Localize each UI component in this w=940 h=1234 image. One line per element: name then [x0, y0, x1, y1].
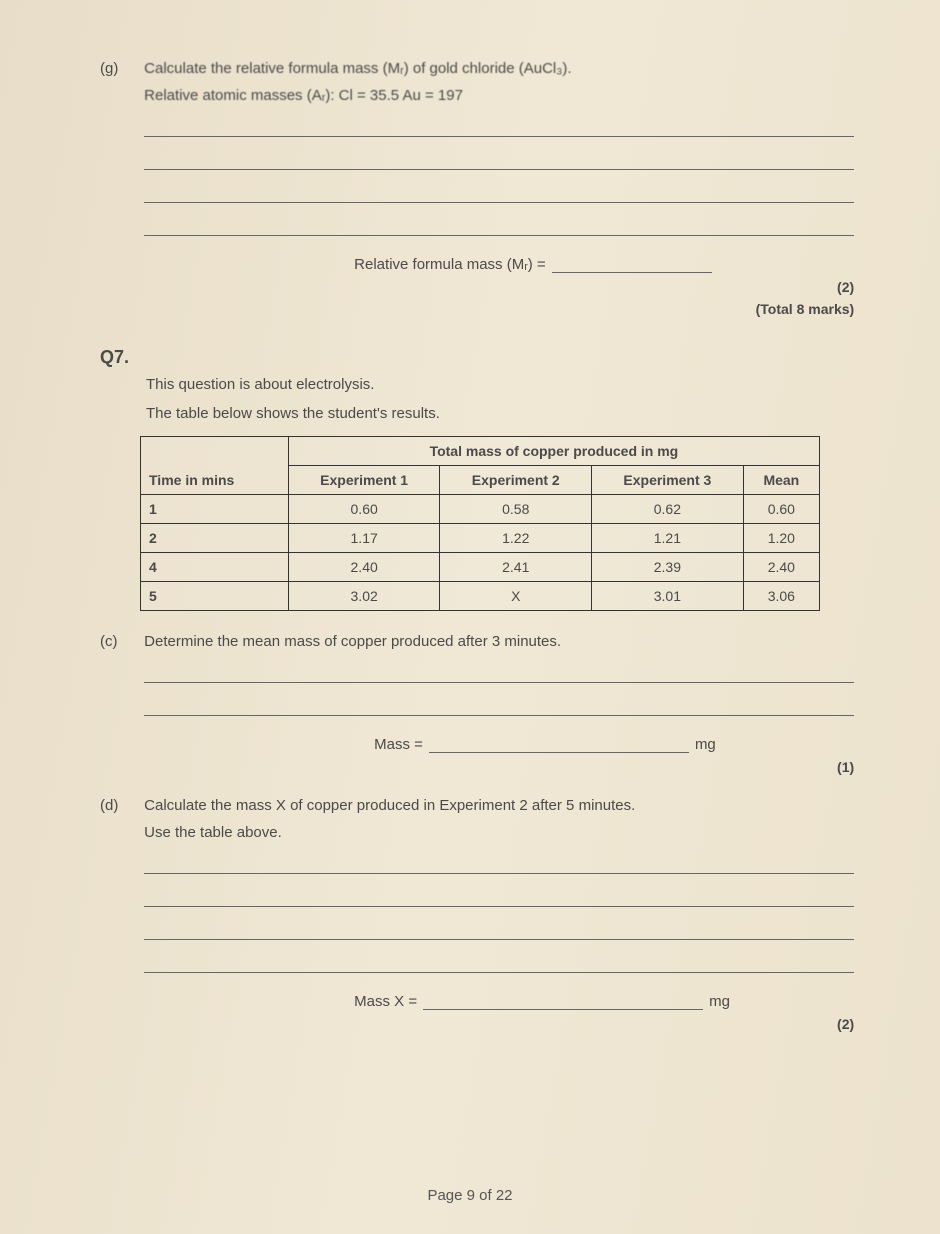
time-cell: 1 [141, 495, 289, 524]
part-g-given: Relative atomic masses (Aᵣ): Cl = 35.5 A… [144, 87, 854, 104]
data-cell: 0.60 [743, 495, 819, 524]
data-cell: 1.22 [440, 524, 592, 553]
time-cell: 4 [141, 553, 289, 582]
part-g-label: (g) [100, 60, 140, 77]
part-g-marks: (2) [144, 279, 854, 295]
col-header: Experiment 1 [288, 466, 440, 495]
col-header: Mean [743, 466, 819, 495]
row-header: Time in mins [141, 466, 289, 495]
data-cell: 2.40 [743, 553, 819, 582]
part-g: (g) Calculate the relative formula mass … [100, 60, 860, 317]
data-cell: 1.20 [743, 524, 819, 553]
answer-line [144, 952, 854, 973]
part-g-answer-row: Relative formula mass (Mᵣ) = [144, 254, 854, 273]
data-cell: 2.39 [592, 553, 744, 582]
table-row: 5 3.02 X 3.01 3.06 [141, 582, 820, 611]
part-d: (d) Calculate the mass X of copper produ… [100, 797, 860, 1032]
answer-line [144, 116, 854, 137]
massx-blank [423, 991, 703, 1010]
answer-line [144, 886, 854, 907]
part-d-marks: (2) [144, 1016, 854, 1032]
part-g-prompt: Calculate the relative formula mass (Mᵣ)… [144, 60, 854, 77]
col-header: Experiment 2 [440, 466, 592, 495]
data-cell: 1.21 [592, 524, 744, 553]
answer-line [144, 919, 854, 940]
part-d-answer-row: Mass X = mg [144, 991, 854, 1010]
data-cell: 1.17 [288, 524, 440, 553]
mass-blank [429, 734, 689, 753]
data-cell: 0.62 [592, 495, 744, 524]
time-cell: 5 [141, 582, 289, 611]
data-cell: 3.02 [288, 582, 440, 611]
answer-line [144, 662, 854, 683]
part-d-sub: Use the table above. [144, 824, 854, 841]
answer-line [144, 149, 854, 170]
part-g-body: Calculate the relative formula mass (Mᵣ)… [144, 60, 854, 317]
rfm-label: Relative formula mass (Mᵣ) = [354, 256, 546, 273]
data-cell: 2.40 [288, 553, 440, 582]
answer-line [144, 215, 854, 236]
data-cell: 2.41 [440, 553, 592, 582]
time-cell: 2 [141, 524, 289, 553]
part-d-label: (d) [100, 797, 140, 814]
worksheet-page: (g) Calculate the relative formula mass … [0, 0, 940, 1234]
answer-line [144, 695, 854, 716]
q7-intro2: The table below shows the student's resu… [146, 405, 860, 422]
col-header: Experiment 3 [592, 466, 744, 495]
part-d-body: Calculate the mass X of copper produced … [144, 797, 854, 1032]
answer-line [144, 182, 854, 203]
mass-label: Mass = [374, 736, 423, 753]
part-c: (c) Determine the mean mass of copper pr… [100, 633, 860, 775]
data-cell: 3.01 [592, 582, 744, 611]
part-c-marks: (1) [144, 759, 854, 775]
table-corner [141, 437, 289, 466]
massx-label: Mass X = [354, 993, 417, 1010]
part-g-total: (Total 8 marks) [144, 301, 854, 317]
table-row: 2 1.17 1.22 1.21 1.20 [141, 524, 820, 553]
data-cell: 0.60 [288, 495, 440, 524]
answer-line [144, 853, 854, 874]
part-c-answer-row: Mass = mg [144, 734, 854, 753]
table-row: 4 2.40 2.41 2.39 2.40 [141, 553, 820, 582]
data-cell: 0.58 [440, 495, 592, 524]
q7-number: Q7. [100, 347, 860, 368]
part-c-prompt: Determine the mean mass of copper produc… [144, 633, 854, 650]
data-cell: 3.06 [743, 582, 819, 611]
page-footer: Page 9 of 22 [0, 1187, 940, 1204]
part-c-label: (c) [100, 633, 140, 650]
part-c-body: Determine the mean mass of copper produc… [144, 633, 854, 775]
q7-intro1: This question is about electrolysis. [146, 376, 860, 393]
mass-unit: mg [695, 736, 716, 753]
table-span-header: Total mass of copper produced in mg [288, 437, 819, 466]
table-row: 1 0.60 0.58 0.62 0.60 [141, 495, 820, 524]
rfm-blank [552, 254, 712, 273]
massx-unit: mg [709, 993, 730, 1010]
data-cell: X [440, 582, 592, 611]
results-table: Total mass of copper produced in mg Time… [140, 436, 820, 611]
part-d-prompt: Calculate the mass X of copper produced … [144, 797, 854, 814]
